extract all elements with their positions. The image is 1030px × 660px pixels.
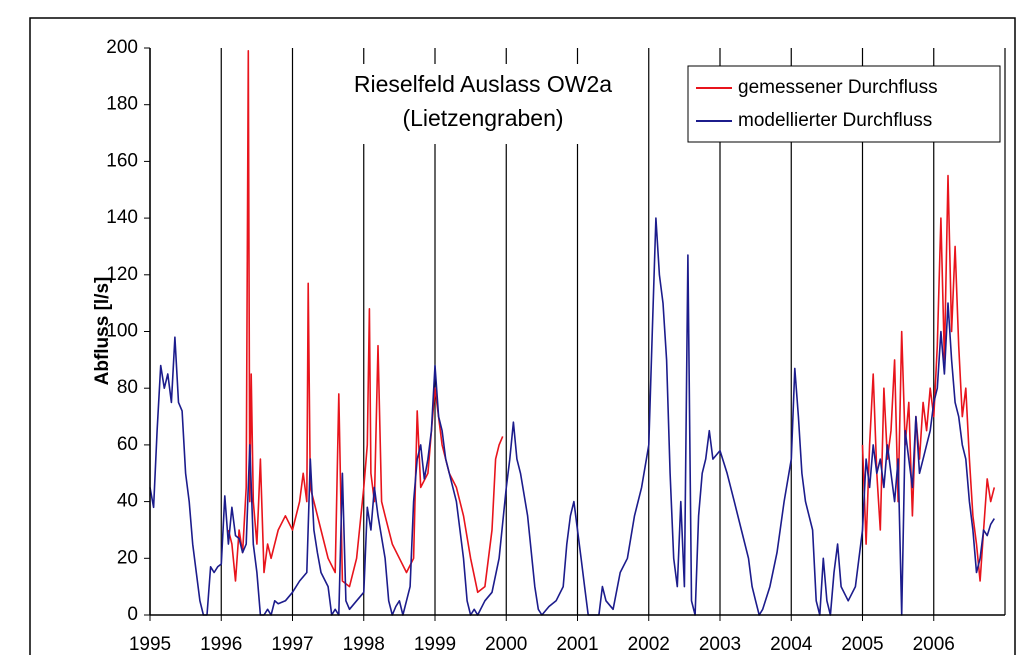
legend-box <box>687 65 1001 143</box>
y-tick-label: 120 <box>106 264 138 285</box>
y-tick-label: 140 <box>106 207 138 228</box>
y-tick-label: 0 <box>127 604 138 625</box>
x-tick-label: 1999 <box>414 634 456 655</box>
y-tick-label: 100 <box>106 321 138 342</box>
y-tick-label: 180 <box>106 94 138 115</box>
frame <box>29 17 1016 655</box>
legend-label: gemessener Durchfluss <box>738 77 938 98</box>
x-tick-label: 1996 <box>200 634 242 655</box>
x-tick-label: 2000 <box>485 634 527 655</box>
chart-subtitle: (Lietzengraben) <box>402 105 563 131</box>
x-tick-label: 1998 <box>343 634 385 655</box>
x-tick-label: 2002 <box>628 634 670 655</box>
axes: 1995 1996 1997 1998 1999 2000 2001 2002 2003 2004… <box>106 37 1005 655</box>
x-tick-label: 1995 <box>129 634 171 655</box>
x-tick-label: 2003 <box>699 634 741 655</box>
legend-label: modellierter Durchfluss <box>738 110 932 131</box>
y-axis-label: Abfluss [l/s] <box>92 277 113 386</box>
x-tick-label: 2004 <box>770 634 813 655</box>
x-tick-label: 2001 <box>556 634 598 655</box>
lines <box>149 50 996 616</box>
y-tick-label: 200 <box>106 37 138 58</box>
x-tick-label: 2005 <box>841 634 883 655</box>
y-tick-label: 160 <box>106 150 138 171</box>
title-box <box>322 64 644 144</box>
y-tick-label: 80 <box>117 377 138 398</box>
x-tick-label: 1997 <box>271 634 313 655</box>
y-tick-label: 40 <box>117 491 138 512</box>
series-line <box>149 217 995 616</box>
y-tick-label: 60 <box>117 434 138 455</box>
y-tick-label: 20 <box>117 547 138 568</box>
legend: gemessener Durchfluss modellierter Durchf… <box>687 65 1001 143</box>
x-tick-label: 2006 <box>913 634 955 655</box>
chart-title: Rieselfeld Auslass OW2a <box>354 71 612 97</box>
